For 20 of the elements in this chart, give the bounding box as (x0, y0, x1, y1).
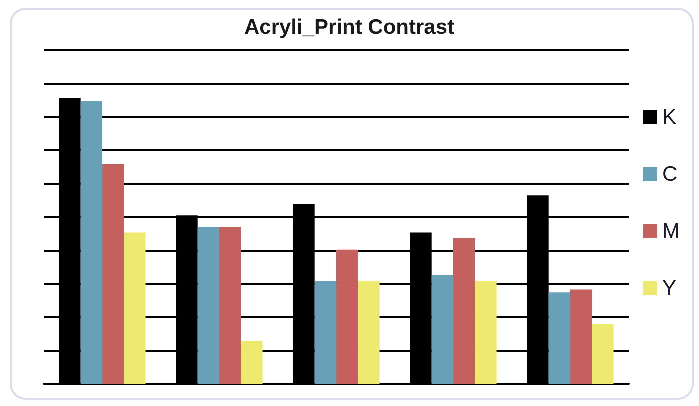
bar (314, 281, 336, 384)
bar (475, 281, 497, 384)
bar (241, 341, 263, 384)
chart-title: Acryli_Print Contrast (244, 16, 455, 39)
bar (80, 101, 102, 384)
bar (592, 324, 614, 384)
bar (548, 292, 570, 384)
bar (432, 276, 454, 384)
bar (358, 281, 380, 384)
bar (336, 250, 358, 384)
legend-label: Y (662, 277, 677, 300)
legend-label: C (662, 163, 678, 186)
legend-label: K (662, 106, 677, 129)
legend-label: M (662, 220, 680, 243)
bar (220, 226, 242, 384)
bar (124, 232, 146, 384)
bar (198, 226, 220, 384)
bar (102, 164, 124, 384)
bar (570, 290, 592, 384)
bar (454, 238, 476, 384)
